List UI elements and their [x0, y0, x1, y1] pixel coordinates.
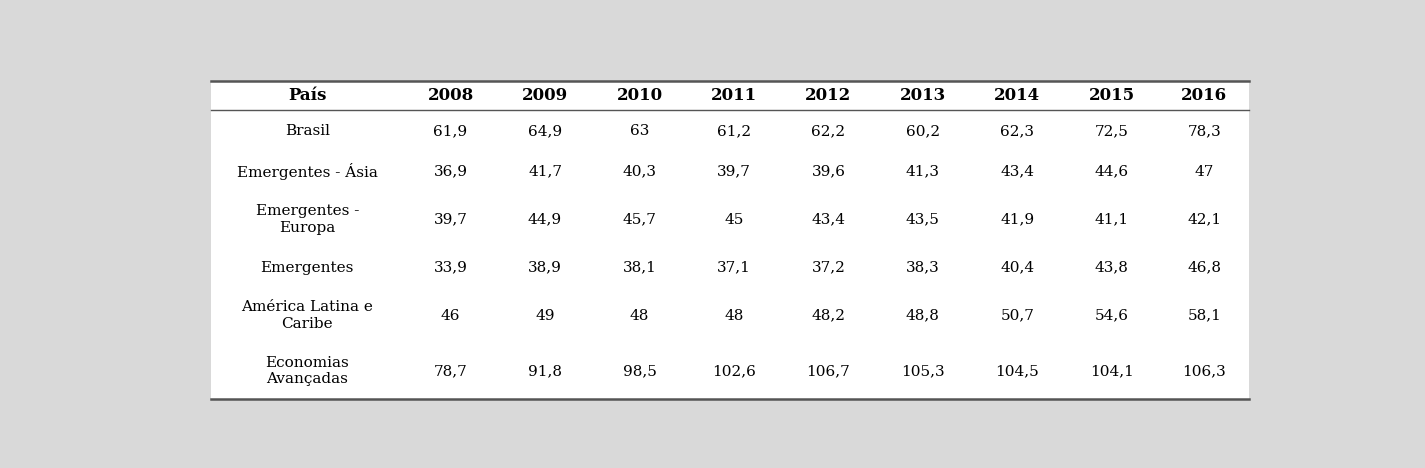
Text: 44,6: 44,6 — [1094, 165, 1129, 179]
Text: 2011: 2011 — [711, 88, 757, 104]
Text: 78,7: 78,7 — [433, 364, 467, 378]
Text: 63: 63 — [630, 124, 650, 138]
Text: América Latina e
Caribe: América Latina e Caribe — [241, 300, 373, 331]
Text: 50,7: 50,7 — [1000, 308, 1035, 322]
Text: 43,5: 43,5 — [906, 212, 941, 227]
Text: 104,1: 104,1 — [1090, 364, 1134, 378]
Text: 91,8: 91,8 — [529, 364, 561, 378]
Text: 41,1: 41,1 — [1094, 212, 1129, 227]
Text: 33,9: 33,9 — [433, 261, 467, 275]
Text: Emergentes: Emergentes — [261, 261, 353, 275]
Text: 106,7: 106,7 — [807, 364, 851, 378]
Text: 2008: 2008 — [428, 88, 473, 104]
Text: 40,4: 40,4 — [1000, 261, 1035, 275]
Text: Economias
Avançadas: Economias Avançadas — [265, 356, 349, 386]
Text: 42,1: 42,1 — [1187, 212, 1221, 227]
Text: País: País — [288, 88, 326, 104]
Text: 2009: 2009 — [522, 88, 569, 104]
Text: 37,2: 37,2 — [811, 261, 845, 275]
Text: 2014: 2014 — [995, 88, 1040, 104]
Text: 78,3: 78,3 — [1187, 124, 1221, 138]
Text: 38,1: 38,1 — [623, 261, 657, 275]
Text: 39,7: 39,7 — [433, 212, 467, 227]
Text: 54,6: 54,6 — [1094, 308, 1129, 322]
Text: 46,8: 46,8 — [1187, 261, 1221, 275]
Text: 41,9: 41,9 — [1000, 212, 1035, 227]
Text: 102,6: 102,6 — [712, 364, 755, 378]
Text: 58,1: 58,1 — [1187, 308, 1221, 322]
Text: Emergentes -
Europa: Emergentes - Europa — [255, 205, 359, 234]
Text: 37,1: 37,1 — [717, 261, 751, 275]
Text: 45,7: 45,7 — [623, 212, 657, 227]
Text: 40,3: 40,3 — [623, 165, 657, 179]
Text: 38,9: 38,9 — [529, 261, 561, 275]
Text: 41,3: 41,3 — [906, 165, 941, 179]
Text: 106,3: 106,3 — [1183, 364, 1226, 378]
Bar — [211, 81, 1250, 399]
Text: 62,3: 62,3 — [1000, 124, 1035, 138]
Text: 61,2: 61,2 — [717, 124, 751, 138]
Text: 43,4: 43,4 — [1000, 165, 1035, 179]
Text: 2012: 2012 — [805, 88, 852, 104]
Text: 43,4: 43,4 — [811, 212, 845, 227]
Text: Emergentes - Ásia: Emergentes - Ásia — [237, 163, 378, 180]
Text: 2016: 2016 — [1181, 88, 1227, 104]
Text: 48: 48 — [630, 308, 650, 322]
Text: 39,7: 39,7 — [717, 165, 751, 179]
Text: 48: 48 — [724, 308, 744, 322]
Text: 105,3: 105,3 — [901, 364, 945, 378]
Text: 48,2: 48,2 — [811, 308, 845, 322]
Text: 44,9: 44,9 — [527, 212, 561, 227]
Bar — [211, 81, 1250, 399]
Text: 72,5: 72,5 — [1094, 124, 1129, 138]
Text: 38,3: 38,3 — [906, 261, 939, 275]
Text: 62,2: 62,2 — [811, 124, 845, 138]
Text: 60,2: 60,2 — [906, 124, 941, 138]
Text: 48,8: 48,8 — [906, 308, 941, 322]
Text: Brasil: Brasil — [285, 124, 329, 138]
Text: 49: 49 — [536, 308, 554, 322]
Text: 45: 45 — [724, 212, 744, 227]
Text: 47: 47 — [1194, 165, 1214, 179]
Text: 98,5: 98,5 — [623, 364, 657, 378]
Text: 2013: 2013 — [899, 88, 946, 104]
Text: 64,9: 64,9 — [527, 124, 561, 138]
Text: 61,9: 61,9 — [433, 124, 467, 138]
Text: 36,9: 36,9 — [433, 165, 467, 179]
Text: 2015: 2015 — [1089, 88, 1134, 104]
Text: 43,8: 43,8 — [1094, 261, 1129, 275]
Text: 2010: 2010 — [617, 88, 663, 104]
Text: 41,7: 41,7 — [529, 165, 561, 179]
Text: 39,6: 39,6 — [811, 165, 845, 179]
Text: 46: 46 — [440, 308, 460, 322]
Text: 104,5: 104,5 — [996, 364, 1039, 378]
